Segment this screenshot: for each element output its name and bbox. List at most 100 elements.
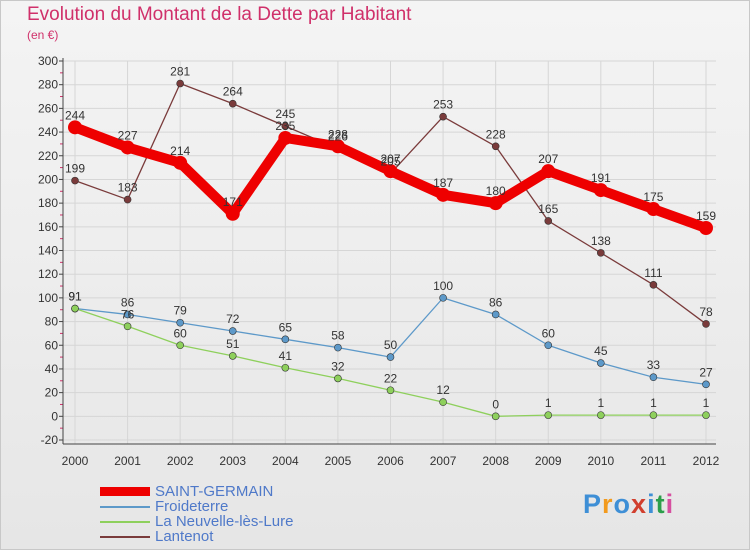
y-tick-label: 200	[38, 172, 58, 186]
data-label: 228	[486, 127, 506, 141]
data-label: 228	[328, 127, 348, 141]
data-label: 78	[699, 305, 713, 319]
logo-letter: o	[613, 489, 632, 519]
y-tick-label: 20	[45, 386, 59, 400]
data-point	[334, 343, 342, 352]
data-point	[491, 412, 500, 421]
x-tick-label: 2010	[587, 454, 614, 468]
data-label: 245	[275, 107, 295, 121]
data-point	[228, 99, 237, 108]
data-point	[173, 155, 188, 170]
data-label: 165	[538, 202, 558, 216]
chart-subtitle: (en €)	[27, 28, 59, 42]
x-tick-label: 2011	[641, 454, 667, 468]
data-label: 1	[650, 396, 657, 410]
data-point	[176, 341, 184, 350]
data-label: 86	[489, 295, 503, 309]
y-tick-label: 40	[45, 362, 59, 376]
data-point	[649, 411, 658, 419]
y-tick-label: 120	[38, 267, 58, 281]
x-tick-label: 2008	[482, 454, 509, 468]
y-tick-label: 220	[38, 149, 58, 163]
legend-swatch	[100, 520, 150, 523]
data-label: 199	[65, 162, 85, 176]
data-label: 58	[331, 329, 345, 343]
legend-item: Lantenot	[100, 528, 293, 545]
data-label: 281	[170, 65, 190, 79]
legend-label: Lantenot	[155, 528, 214, 545]
data-label: 159	[696, 209, 716, 223]
data-label: 41	[279, 349, 293, 363]
legend-swatch	[100, 535, 150, 538]
data-label: 91	[68, 290, 82, 304]
x-tick-label: 2012	[693, 454, 720, 468]
data-point	[330, 139, 345, 154]
data-point	[68, 120, 82, 135]
data-point	[386, 353, 395, 361]
legend-item: SAINT-GERMAIN	[100, 483, 293, 500]
legend-label: Froideterre	[155, 498, 229, 515]
data-label: 45	[594, 344, 608, 358]
data-point	[649, 281, 658, 289]
y-tick-label: 0	[51, 409, 58, 423]
x-tick-label: 2004	[272, 454, 299, 468]
data-point	[649, 373, 658, 382]
y-tick-label: 260	[38, 101, 58, 115]
data-label: 65	[279, 320, 293, 334]
data-point	[228, 327, 237, 335]
y-tick-label: 180	[38, 196, 58, 210]
data-label: 100	[433, 279, 453, 293]
legend-swatch	[100, 487, 150, 496]
data-label: 111	[644, 266, 663, 280]
y-tick-label: 160	[38, 220, 58, 234]
data-point	[383, 164, 398, 179]
data-point	[225, 206, 240, 221]
y-tick-label: 280	[38, 78, 58, 92]
y-tick-label: 100	[38, 291, 58, 305]
data-point	[120, 140, 135, 155]
data-label: 171	[223, 195, 243, 209]
data-label: 183	[118, 181, 138, 195]
data-label: 33	[647, 358, 661, 372]
logo-letter: i	[647, 489, 656, 519]
data-point	[386, 386, 395, 395]
data-point	[488, 196, 503, 211]
data-point	[544, 217, 553, 225]
data-point	[491, 142, 500, 151]
data-point	[71, 176, 79, 185]
data-label: 0	[492, 397, 499, 411]
x-tick-label: 2006	[377, 454, 404, 468]
data-point	[699, 220, 713, 235]
data-point	[597, 249, 605, 257]
data-point	[123, 322, 132, 331]
x-tick-label: 2005	[325, 454, 352, 468]
legend-swatch	[100, 505, 150, 508]
logo-letter: t	[655, 489, 666, 519]
y-tick-label: 300	[38, 54, 58, 68]
data-label: 72	[226, 312, 240, 326]
x-tick-label: 2003	[219, 454, 246, 468]
data-point	[702, 380, 710, 389]
data-label: 244	[65, 108, 85, 122]
logo-letter: P	[583, 489, 603, 519]
data-label: 76	[121, 307, 135, 321]
data-label: 1	[703, 396, 710, 410]
data-point	[702, 411, 710, 419]
data-point	[278, 130, 293, 145]
data-label: 235	[275, 119, 295, 133]
y-tick-label: 240	[38, 125, 58, 139]
data-point	[439, 112, 447, 121]
legend-label: La Neuvelle-lès-Lure	[155, 513, 294, 530]
data-point	[334, 374, 342, 383]
legend-label: SAINT-GERMAIN	[155, 483, 274, 500]
data-label: 27	[699, 365, 713, 379]
chart-legend: SAINT-GERMAIN Froideterre La Neuvelle-lès-…	[100, 483, 294, 545]
logo-letter: x	[631, 489, 648, 519]
y-tick-label: 60	[45, 338, 59, 352]
data-point	[123, 310, 132, 319]
x-tick-label: 2001	[114, 454, 141, 468]
data-point	[281, 122, 290, 130]
data-label: 253	[433, 98, 453, 112]
